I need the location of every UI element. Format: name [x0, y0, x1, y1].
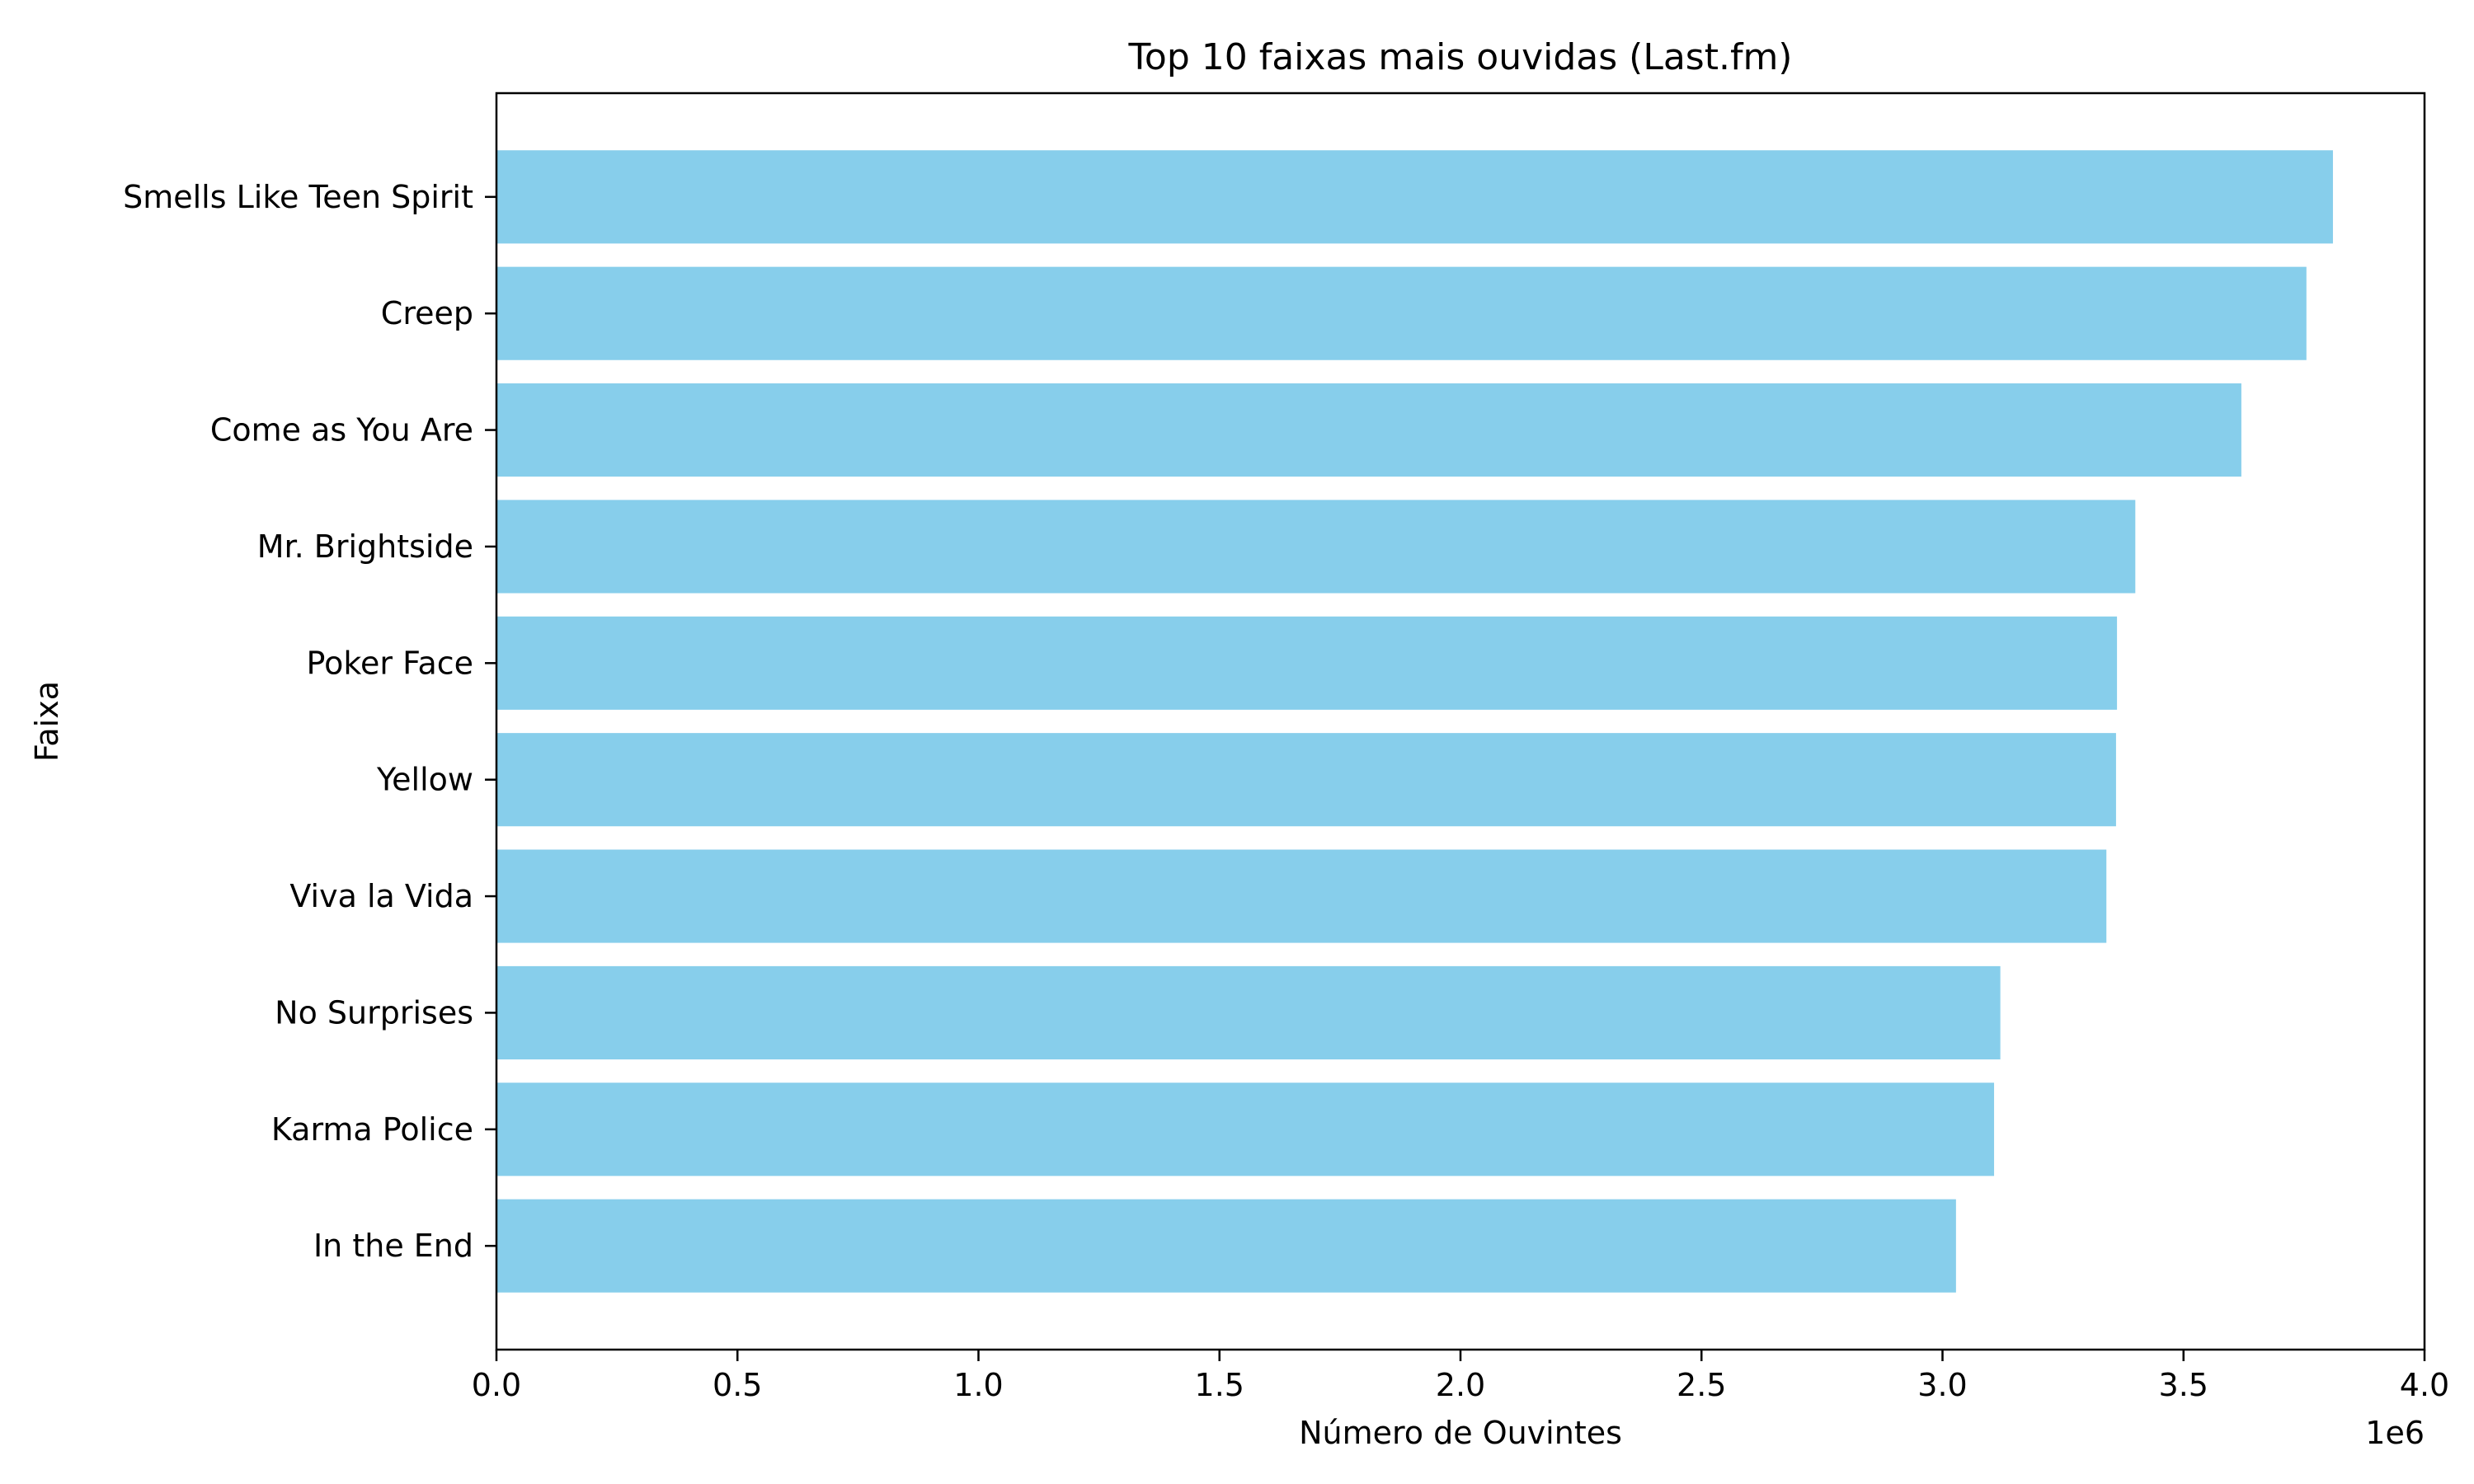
x-tick-label: 0.0 — [472, 1367, 521, 1403]
y-tick-label: Creep — [381, 295, 473, 331]
bar — [496, 266, 2307, 360]
y-tick-label: Smells Like Teen Spirit — [123, 179, 473, 215]
y-tick-label: Come as You Are — [210, 412, 473, 448]
bar — [496, 500, 2136, 594]
bar — [496, 965, 2001, 1059]
plot-frame — [495, 92, 2426, 1351]
x-tick-label: 2.5 — [1677, 1367, 1726, 1403]
bars-group — [496, 150, 2333, 1293]
x-axis-label: Número de Ouvintes — [1299, 1415, 1622, 1451]
bar — [496, 616, 2118, 710]
y-tick-label: Poker Face — [307, 645, 473, 681]
y-tick-label: Karma Police — [271, 1111, 473, 1148]
x-tick-label: 2.0 — [1436, 1367, 1485, 1403]
x-tick-label: 4.0 — [2400, 1367, 2449, 1403]
y-tick-label: Viva la Vida — [289, 878, 473, 914]
bar — [496, 1199, 1956, 1293]
bar — [496, 733, 2116, 827]
x-tick-label: 3.5 — [2159, 1367, 2208, 1403]
chart-title: Top 10 faixas mais ouvidas (Last.fm) — [1128, 36, 1793, 78]
y-tick-label: Yellow — [376, 762, 473, 798]
y-tick-label: Mr. Brightside — [257, 528, 473, 565]
y-tick-label: In the End — [313, 1228, 473, 1264]
bar — [496, 1082, 1995, 1176]
x-axis-ticks: 0.0 0.5 1.0 1.5 2.0 2.5 3.0 3.5 4.0 — [472, 1350, 2449, 1403]
x-tick-label: 0.5 — [713, 1367, 762, 1403]
bar — [496, 849, 2107, 943]
bar — [496, 150, 2333, 244]
bar — [496, 383, 2241, 477]
y-tick-label: No Surprises — [275, 994, 473, 1031]
x-tick-label: 3.0 — [1917, 1367, 1967, 1403]
x-tick-label: 1.5 — [1195, 1367, 1244, 1403]
x-tick-label: 1.0 — [953, 1367, 1003, 1403]
y-axis-label: Faixa — [29, 681, 65, 762]
y-axis-ticks: Smells Like Teen Spirit Creep Come as You … — [123, 179, 496, 1264]
x-axis-offset-label: 1e6 — [2365, 1415, 2425, 1451]
